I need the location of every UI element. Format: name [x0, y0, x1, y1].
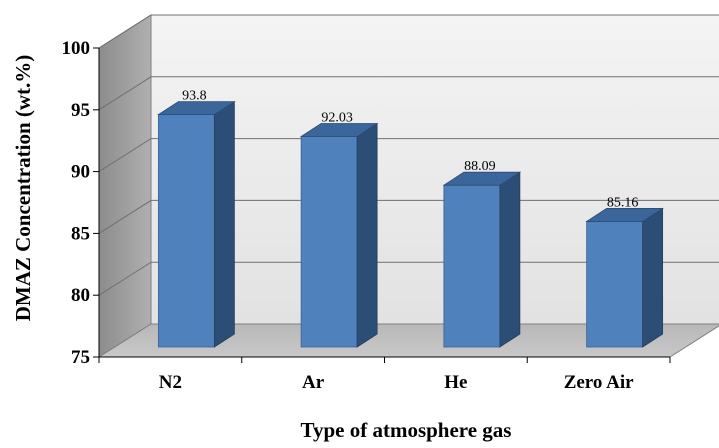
y-tick-label: 75 [71, 347, 90, 368]
gridline [98, 14, 719, 49]
gridlines [98, 14, 719, 296]
gridline [98, 261, 719, 296]
bar-front [443, 184, 501, 348]
bar-zero-air: 85.16 [585, 195, 664, 348]
bar-top [157, 101, 236, 116]
bar-front [300, 136, 358, 348]
data-label: 92.03 [321, 111, 353, 126]
y-axis: 75 80 85 90 95 100 [62, 38, 100, 368]
y-tick-label: 100 [62, 38, 91, 59]
y-axis-title: DMAZ Concentration (wt.%) [11, 55, 35, 322]
x-tick-label: Zero Air [564, 372, 634, 393]
bar-top [585, 208, 664, 222]
gridline [98, 199, 719, 234]
data-label: 88.09 [464, 159, 496, 174]
x-tick-label: Ar [302, 372, 325, 393]
y-tick-label: 90 [71, 162, 90, 183]
bar-side [642, 207, 664, 348]
bar-front [586, 221, 644, 348]
y-tick-label: 85 [71, 223, 90, 244]
gridline [98, 138, 719, 173]
bar-top [299, 123, 379, 137]
bar-side [213, 100, 235, 348]
chart-walls [98, 14, 719, 358]
x-axis: N2 Ar He Zero Air [98, 356, 671, 393]
gridline [98, 76, 719, 111]
x-tick-label: He [444, 372, 467, 393]
bar-side [356, 122, 378, 348]
bar-n2: 93.8 [157, 89, 236, 348]
y-tick-label: 80 [71, 285, 90, 306]
bar-top [442, 171, 522, 186]
y-tick-label: 95 [71, 100, 90, 121]
bar-front [157, 114, 215, 348]
bar-he: 88.09 [442, 159, 522, 348]
x-axis-title: Type of atmosphere gas [301, 418, 512, 442]
bars: 93.8 92.03 88.09 85.16 [157, 89, 664, 348]
bar-side [499, 171, 521, 348]
bar-ar: 92.03 [299, 111, 379, 348]
side-wall [98, 14, 152, 358]
x-tick-label: N2 [159, 372, 182, 393]
data-label: 85.16 [607, 195, 639, 210]
data-label: 93.8 [182, 89, 207, 104]
